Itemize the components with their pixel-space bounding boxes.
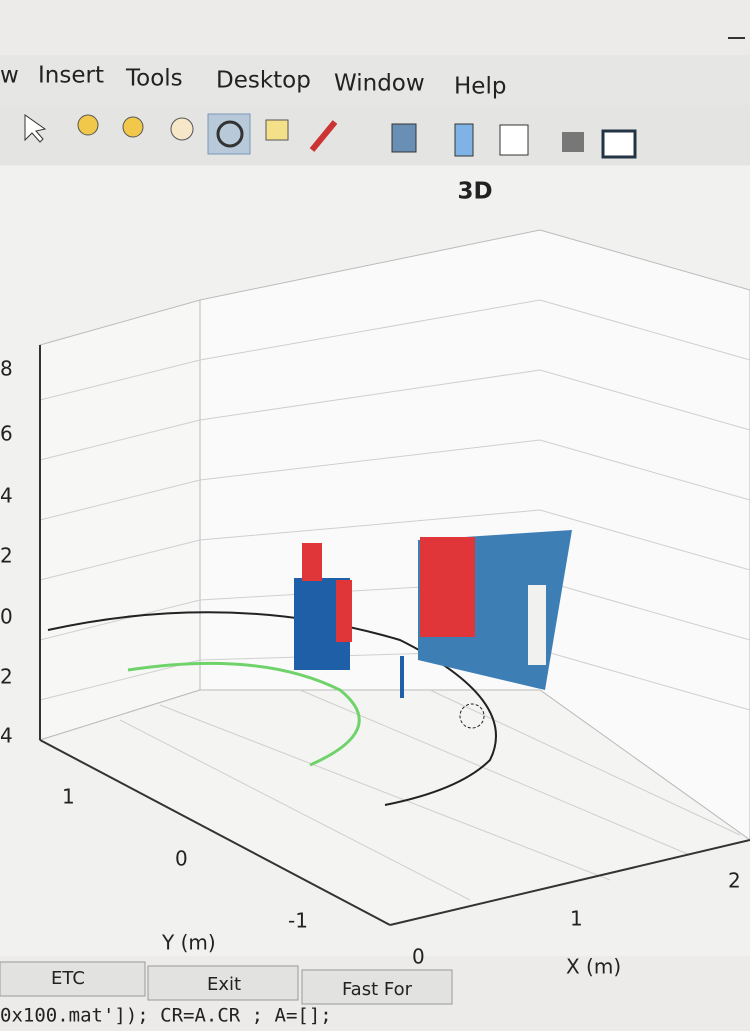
button[interactable] bbox=[0, 961, 146, 997]
pole bbox=[400, 656, 404, 698]
zoom-in-tool[interactable] bbox=[77, 114, 99, 136]
rotate-tool-active[interactable] bbox=[207, 113, 251, 155]
menu-item[interactable]: Help bbox=[454, 74, 506, 100]
pan-tool[interactable] bbox=[170, 117, 194, 141]
z-tick-label: 8 bbox=[0, 357, 13, 381]
y-axis-line bbox=[39, 739, 391, 926]
show-tools[interactable] bbox=[601, 129, 637, 159]
data-cursor-tool[interactable] bbox=[265, 119, 289, 141]
link-tool[interactable] bbox=[391, 123, 417, 153]
toolbar-background bbox=[0, 105, 750, 165]
colorbar-tool[interactable] bbox=[454, 123, 474, 157]
menu-item[interactable]: Window bbox=[334, 71, 425, 97]
z-tick-label: 2 bbox=[0, 544, 13, 568]
button-label[interactable]: Exit bbox=[207, 974, 241, 995]
hide-tools[interactable] bbox=[562, 132, 584, 152]
zoom-out-tool[interactable] bbox=[122, 116, 144, 138]
z-tick-label: 4 bbox=[0, 724, 13, 748]
toolbar bbox=[0, 105, 750, 165]
x-axis-label: X (m) bbox=[566, 955, 621, 979]
wall-points-red bbox=[420, 537, 475, 637]
axes-3d: 8 6 4 2 0 2 4 1 0 -1 Y (m) 0 1 2 X (m) bbox=[0, 229, 750, 979]
button[interactable] bbox=[147, 965, 299, 1001]
code-line: 0x100.mat']); CR=A.CR ; A=[]; bbox=[0, 1005, 332, 1027]
y-axis-label: Y (m) bbox=[161, 931, 216, 955]
menu-bar bbox=[0, 55, 750, 105]
z-tick-label: 4 bbox=[0, 484, 13, 508]
button-label[interactable]: Fast For bbox=[342, 979, 413, 1000]
object-red bbox=[302, 543, 322, 581]
grid-lines bbox=[39, 299, 750, 901]
y-tick-label: 0 bbox=[175, 847, 188, 871]
y-tick-label: -1 bbox=[288, 909, 308, 933]
menu-item[interactable]: Desktop bbox=[216, 68, 311, 94]
button[interactable] bbox=[301, 969, 453, 1005]
y-tick-label: 1 bbox=[62, 785, 75, 809]
wall-gap bbox=[528, 585, 546, 665]
z-tick-label: 0 bbox=[0, 605, 13, 629]
legend-tool[interactable] bbox=[499, 124, 529, 156]
menu-item[interactable]: w bbox=[0, 63, 19, 89]
plot-title: 3D bbox=[457, 179, 492, 205]
sensor-marker bbox=[459, 703, 485, 729]
pointer-tool[interactable] bbox=[24, 114, 47, 143]
x-axis-line bbox=[389, 839, 750, 926]
menu-item[interactable]: Tools bbox=[125, 66, 183, 92]
x-tick-label: 1 bbox=[570, 907, 583, 931]
menu-item[interactable]: Insert bbox=[38, 63, 104, 89]
x-tick-label: 2 bbox=[728, 869, 741, 893]
x-tick-label: 0 bbox=[412, 945, 425, 969]
object-red bbox=[336, 580, 352, 642]
rotate-icon bbox=[216, 120, 244, 148]
button-label[interactable]: ETC bbox=[51, 968, 85, 989]
brush-tool[interactable] bbox=[309, 120, 338, 152]
trajectory-green bbox=[127, 661, 361, 767]
z-tick-label: 6 bbox=[0, 422, 13, 446]
z-tick-label: 2 bbox=[0, 665, 13, 689]
